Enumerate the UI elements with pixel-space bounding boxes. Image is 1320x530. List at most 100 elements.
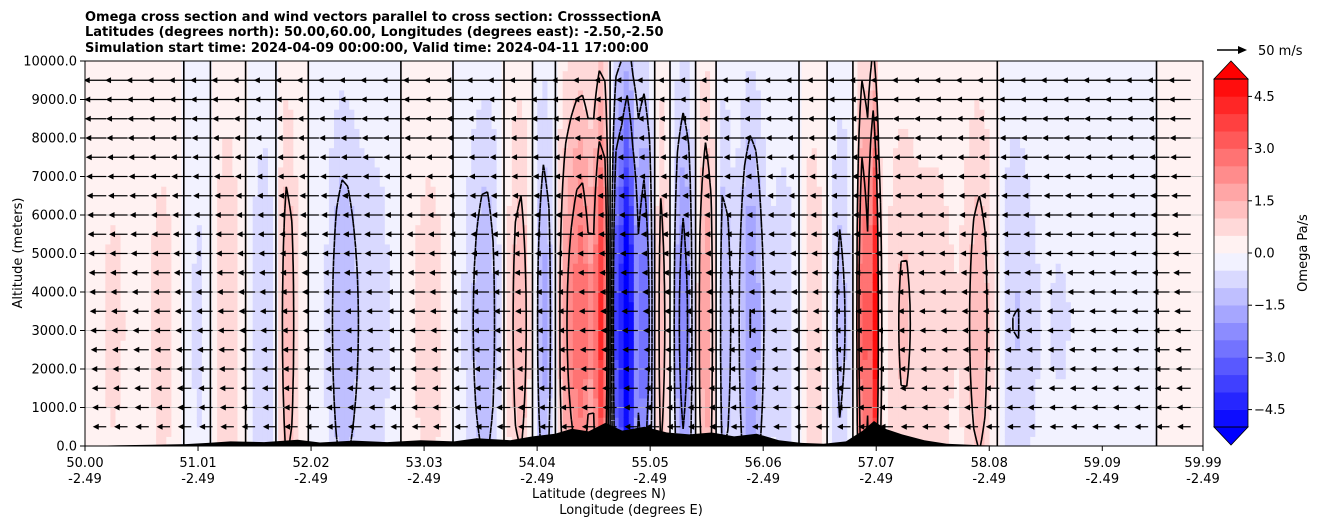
omega-cell <box>674 109 681 120</box>
omega-cell <box>704 234 711 245</box>
omega-cell <box>567 70 574 81</box>
omega-cell <box>440 397 447 409</box>
omega-cell <box>674 138 681 149</box>
omega-cell <box>267 272 274 283</box>
omega-cell <box>135 128 142 139</box>
omega-cell <box>628 282 635 293</box>
omega-cell <box>349 138 355 149</box>
omega-cell <box>161 340 167 351</box>
omega-cell <box>583 89 589 101</box>
omega-cell <box>293 215 300 226</box>
omega-cell <box>715 292 721 303</box>
omega-cell <box>232 253 239 264</box>
omega-cell <box>547 118 554 129</box>
omega-cell <box>161 378 167 389</box>
omega-cell <box>694 253 701 264</box>
omega-cell <box>374 118 381 129</box>
omega-cell <box>710 186 716 197</box>
omega-cell <box>486 301 493 312</box>
omega-cell <box>405 99 411 110</box>
omega-cell <box>471 176 477 187</box>
omega-cell <box>715 349 721 360</box>
omega-cell <box>135 147 142 158</box>
omega-cell <box>598 186 604 197</box>
omega-cell <box>85 378 91 389</box>
omega-cell <box>694 109 701 120</box>
omega-cell <box>85 417 91 428</box>
omega-cell <box>649 80 655 91</box>
omega-cell <box>156 378 162 389</box>
omega-cell <box>237 330 244 341</box>
omega-cell <box>689 70 696 81</box>
omega-cell <box>217 138 223 149</box>
omega-cell <box>105 243 112 255</box>
omega-cell <box>151 388 157 399</box>
omega-cell <box>303 397 310 409</box>
omega-cell <box>318 80 325 91</box>
omega-cell <box>176 263 183 274</box>
omega-cell <box>257 61 264 72</box>
omega-cell <box>506 205 513 216</box>
omega-cell <box>90 234 96 245</box>
omega-cell <box>633 138 640 149</box>
omega-cell <box>562 253 569 264</box>
omega-cell <box>349 61 355 72</box>
omega-cell <box>95 349 101 360</box>
omega-cell <box>344 340 350 351</box>
omega-cell <box>567 320 574 332</box>
omega-cell <box>105 147 112 158</box>
omega-cell <box>227 407 233 418</box>
omega-cell <box>394 272 401 283</box>
omega-cell <box>145 89 152 101</box>
omega-cell <box>135 378 142 389</box>
omega-cell <box>369 128 376 139</box>
omega-cell <box>364 176 371 187</box>
omega-cell <box>481 157 488 168</box>
omega-cell <box>547 109 554 120</box>
omega-cell <box>222 436 228 446</box>
omega-cell <box>618 359 625 370</box>
omega-cell <box>516 292 523 303</box>
omega-cell <box>522 70 528 81</box>
omega-cell <box>227 378 233 389</box>
omega-cell <box>95 70 101 81</box>
omega-cell <box>400 99 406 110</box>
omega-cell <box>145 109 152 120</box>
omega-cell <box>466 138 472 149</box>
omega-cell <box>135 99 142 110</box>
omega-cell <box>369 61 376 72</box>
omega-cell <box>542 397 549 409</box>
omega-cell <box>354 234 361 245</box>
omega-cell <box>171 320 178 332</box>
omega-cell <box>710 378 716 389</box>
omega-cell <box>374 417 381 428</box>
omega-cell <box>577 234 584 245</box>
omega-cell <box>613 378 620 389</box>
omega-cell <box>638 311 645 322</box>
omega-cell <box>257 147 264 158</box>
omega-cell <box>593 330 599 341</box>
omega-cell <box>389 89 396 101</box>
omega-cell <box>516 234 523 245</box>
omega-cell <box>506 417 513 428</box>
omega-cell <box>217 282 223 293</box>
omega-cell <box>516 349 523 360</box>
omega-cell <box>659 263 665 274</box>
omega-cell <box>466 109 472 120</box>
omega-cell <box>506 301 513 312</box>
omega-cell <box>374 99 381 110</box>
omega-cell <box>461 61 467 72</box>
omega-cell <box>212 301 218 312</box>
omega-cell <box>364 61 371 72</box>
omega-cell <box>171 224 178 235</box>
omega-cell <box>90 61 96 72</box>
omega-cell <box>684 397 691 409</box>
omega-cell <box>140 186 147 197</box>
omega-cell <box>267 70 274 81</box>
omega-cell <box>659 397 665 409</box>
omega-cell <box>644 176 650 187</box>
omega-cell <box>115 417 122 428</box>
omega-cell <box>415 243 421 255</box>
omega-cell <box>664 378 671 389</box>
omega-cell <box>445 157 452 168</box>
